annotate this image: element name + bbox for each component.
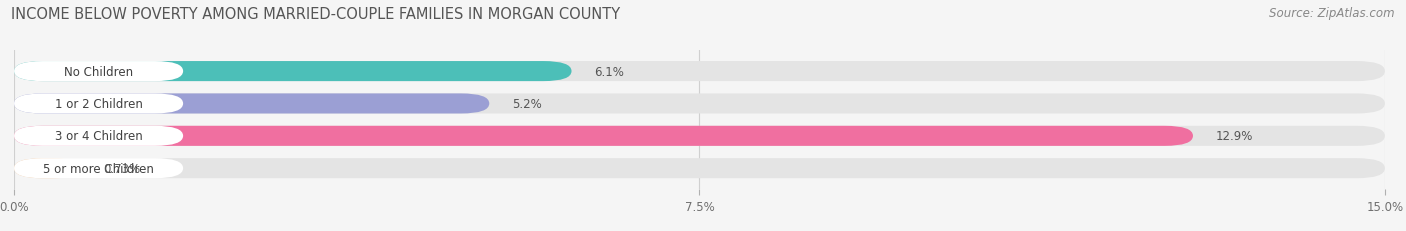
FancyBboxPatch shape xyxy=(14,126,183,146)
FancyBboxPatch shape xyxy=(14,158,183,179)
FancyBboxPatch shape xyxy=(14,94,1385,114)
FancyBboxPatch shape xyxy=(14,126,1385,146)
FancyBboxPatch shape xyxy=(14,94,489,114)
FancyBboxPatch shape xyxy=(14,62,183,82)
Text: 6.1%: 6.1% xyxy=(595,65,624,78)
Text: 12.9%: 12.9% xyxy=(1216,130,1253,143)
Text: No Children: No Children xyxy=(65,65,134,78)
FancyBboxPatch shape xyxy=(14,62,1385,82)
FancyBboxPatch shape xyxy=(14,62,571,82)
Text: 1 or 2 Children: 1 or 2 Children xyxy=(55,97,142,110)
Text: 5 or more Children: 5 or more Children xyxy=(44,162,155,175)
Text: INCOME BELOW POVERTY AMONG MARRIED-COUPLE FAMILIES IN MORGAN COUNTY: INCOME BELOW POVERTY AMONG MARRIED-COUPL… xyxy=(11,7,620,22)
Text: 3 or 4 Children: 3 or 4 Children xyxy=(55,130,142,143)
FancyBboxPatch shape xyxy=(14,158,1385,179)
FancyBboxPatch shape xyxy=(14,94,183,114)
FancyBboxPatch shape xyxy=(14,158,80,179)
Text: 0.73%: 0.73% xyxy=(104,162,141,175)
Text: Source: ZipAtlas.com: Source: ZipAtlas.com xyxy=(1270,7,1395,20)
FancyBboxPatch shape xyxy=(14,126,1194,146)
Text: 5.2%: 5.2% xyxy=(512,97,541,110)
